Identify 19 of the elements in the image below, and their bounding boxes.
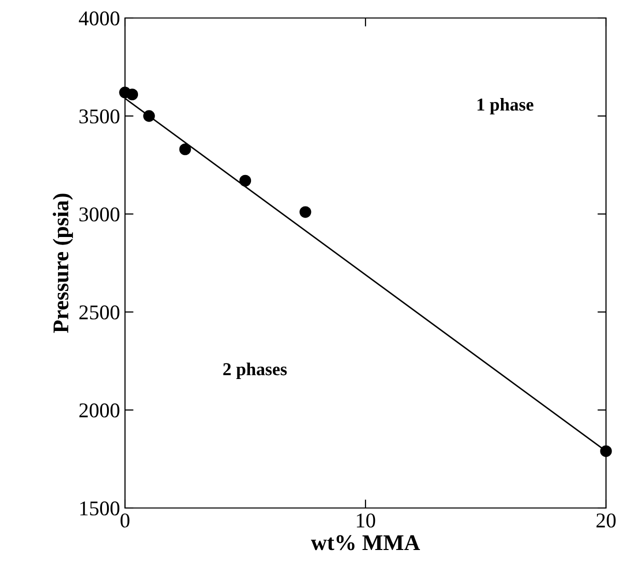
y-tick-label: 3000 [79,207,120,222]
y-tick-label: 3500 [79,109,120,124]
x-tick-label: 10 [356,513,376,528]
annotation: 1 phase [478,98,534,114]
x-tick-label: 0 [120,513,130,528]
x-tick-label: 20 [596,513,616,528]
point [300,206,312,218]
y-axis-title: Pressure (psia) [52,194,73,333]
y-tick-label: 4000 [78,11,120,26]
y-tick-label: 2500 [79,305,120,320]
point [126,88,138,100]
point [239,174,252,187]
annotation: 2 phases [223,362,287,379]
y-tick-label: 2000 [79,403,120,418]
y-tick-label: 1500 [80,501,120,516]
x-axis-title: wt% MMA [310,535,420,550]
point [179,143,191,156]
point [600,445,612,458]
point [143,110,155,122]
